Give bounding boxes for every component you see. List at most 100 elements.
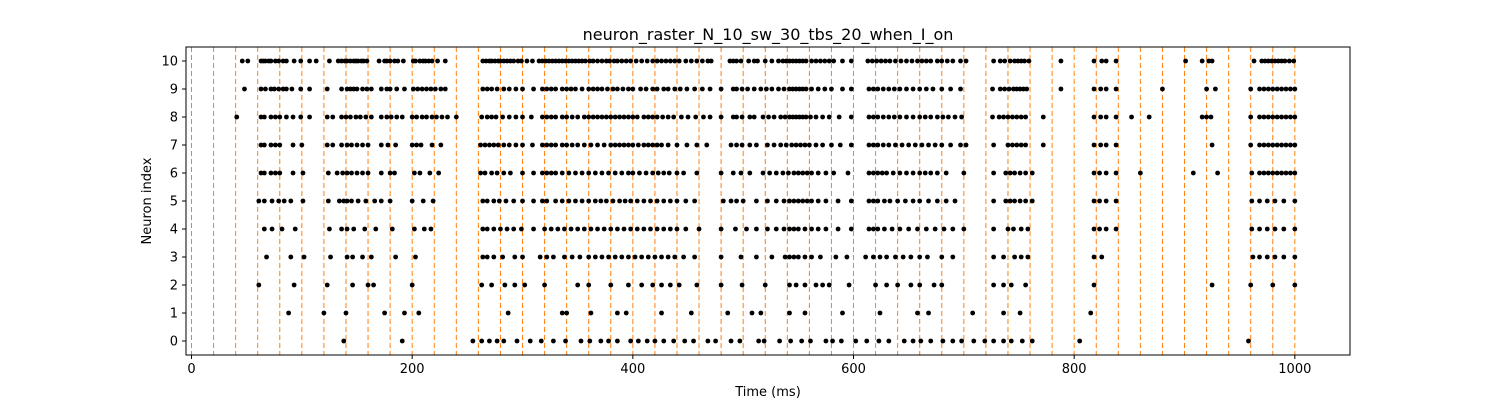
spike-point (950, 338, 956, 344)
spike-point (566, 198, 572, 204)
spike-point (505, 310, 511, 316)
spike-point (826, 282, 832, 288)
spike-point (791, 170, 797, 176)
spike-point (372, 198, 378, 204)
spike-point (809, 226, 814, 232)
spike-point (771, 142, 777, 148)
spike-point (661, 226, 667, 232)
spike-point (605, 86, 610, 92)
spike-point (790, 86, 796, 92)
spike-point (599, 254, 605, 260)
spike-point (264, 254, 269, 260)
spike-point (1283, 170, 1289, 176)
spike-point (727, 58, 733, 64)
spike-point (612, 142, 618, 148)
spike-point (432, 86, 438, 92)
spike-point (758, 310, 764, 316)
spike-point (284, 58, 289, 64)
spike-point (1199, 114, 1205, 120)
spike-point (324, 86, 330, 92)
spike-point (884, 282, 890, 288)
spike-point (511, 198, 517, 204)
spike-point (823, 170, 829, 176)
spike-point (1248, 142, 1254, 148)
spike-point (925, 254, 930, 260)
spike-point (519, 226, 524, 232)
spike-point (501, 86, 507, 92)
y-tick-label: 8 (170, 111, 178, 126)
spike-point (808, 338, 813, 344)
spike-point (798, 142, 803, 148)
spike-point (442, 58, 448, 64)
spike-point (934, 58, 940, 64)
spike-point (720, 198, 726, 204)
spike-point (654, 226, 660, 232)
spike-point (1091, 198, 1097, 204)
spike-point (373, 226, 379, 232)
spike-point (926, 310, 931, 316)
spike-point (382, 310, 387, 316)
spike-point (438, 142, 444, 148)
spike-point (277, 114, 283, 120)
spike-point (874, 58, 880, 64)
spike-point (922, 170, 928, 176)
spike-point (866, 114, 872, 120)
spike-point (665, 86, 671, 92)
spike-point (870, 142, 876, 148)
spike-point (484, 86, 490, 92)
spike-point (890, 170, 896, 176)
spike-point (1261, 170, 1267, 176)
spike-point (569, 254, 575, 260)
spike-point (277, 170, 283, 176)
spike-point (595, 226, 600, 232)
spike-point (548, 170, 554, 176)
spike-point (738, 254, 744, 260)
spike-point (1012, 58, 1017, 64)
spike-point (952, 198, 958, 204)
spike-point (1014, 86, 1020, 92)
spike-point (562, 254, 567, 260)
spike-point (919, 142, 925, 148)
spike-point (713, 338, 718, 344)
spike-point (630, 142, 636, 148)
spike-point (393, 254, 399, 260)
spike-point (674, 226, 680, 232)
spike-point (961, 170, 967, 176)
spike-point (802, 254, 808, 260)
spike-point (349, 170, 354, 176)
spike-point (886, 86, 892, 92)
spike-point (548, 114, 554, 120)
spike-point (339, 58, 344, 64)
spike-point (773, 170, 779, 176)
spike-point (806, 142, 812, 148)
spike-point (835, 198, 841, 204)
spike-point (453, 114, 459, 120)
spike-point (445, 114, 450, 120)
spike-point (837, 142, 843, 148)
spike-point (360, 170, 365, 176)
spike-point (1018, 114, 1024, 120)
spike-point (524, 58, 530, 64)
spike-point (528, 114, 534, 120)
spike-point (818, 254, 823, 260)
spike-point (385, 142, 391, 148)
spike-point (537, 254, 543, 260)
spike-point (290, 170, 296, 176)
spike-point (531, 86, 536, 92)
spike-point (1274, 170, 1280, 176)
spike-point (866, 142, 872, 148)
spike-point (789, 142, 795, 148)
spike-point (1113, 142, 1119, 148)
spike-point (1113, 114, 1119, 120)
spike-point (644, 58, 650, 64)
spike-point (284, 114, 289, 120)
spike-point (351, 226, 357, 232)
spike-point (501, 170, 507, 176)
spike-point (917, 198, 923, 204)
y-tick-label: 7 (170, 139, 178, 154)
spike-point (268, 114, 274, 120)
spike-point (793, 114, 799, 120)
spike-point (823, 198, 829, 204)
spike-point (718, 282, 724, 288)
spike-point (507, 170, 513, 176)
